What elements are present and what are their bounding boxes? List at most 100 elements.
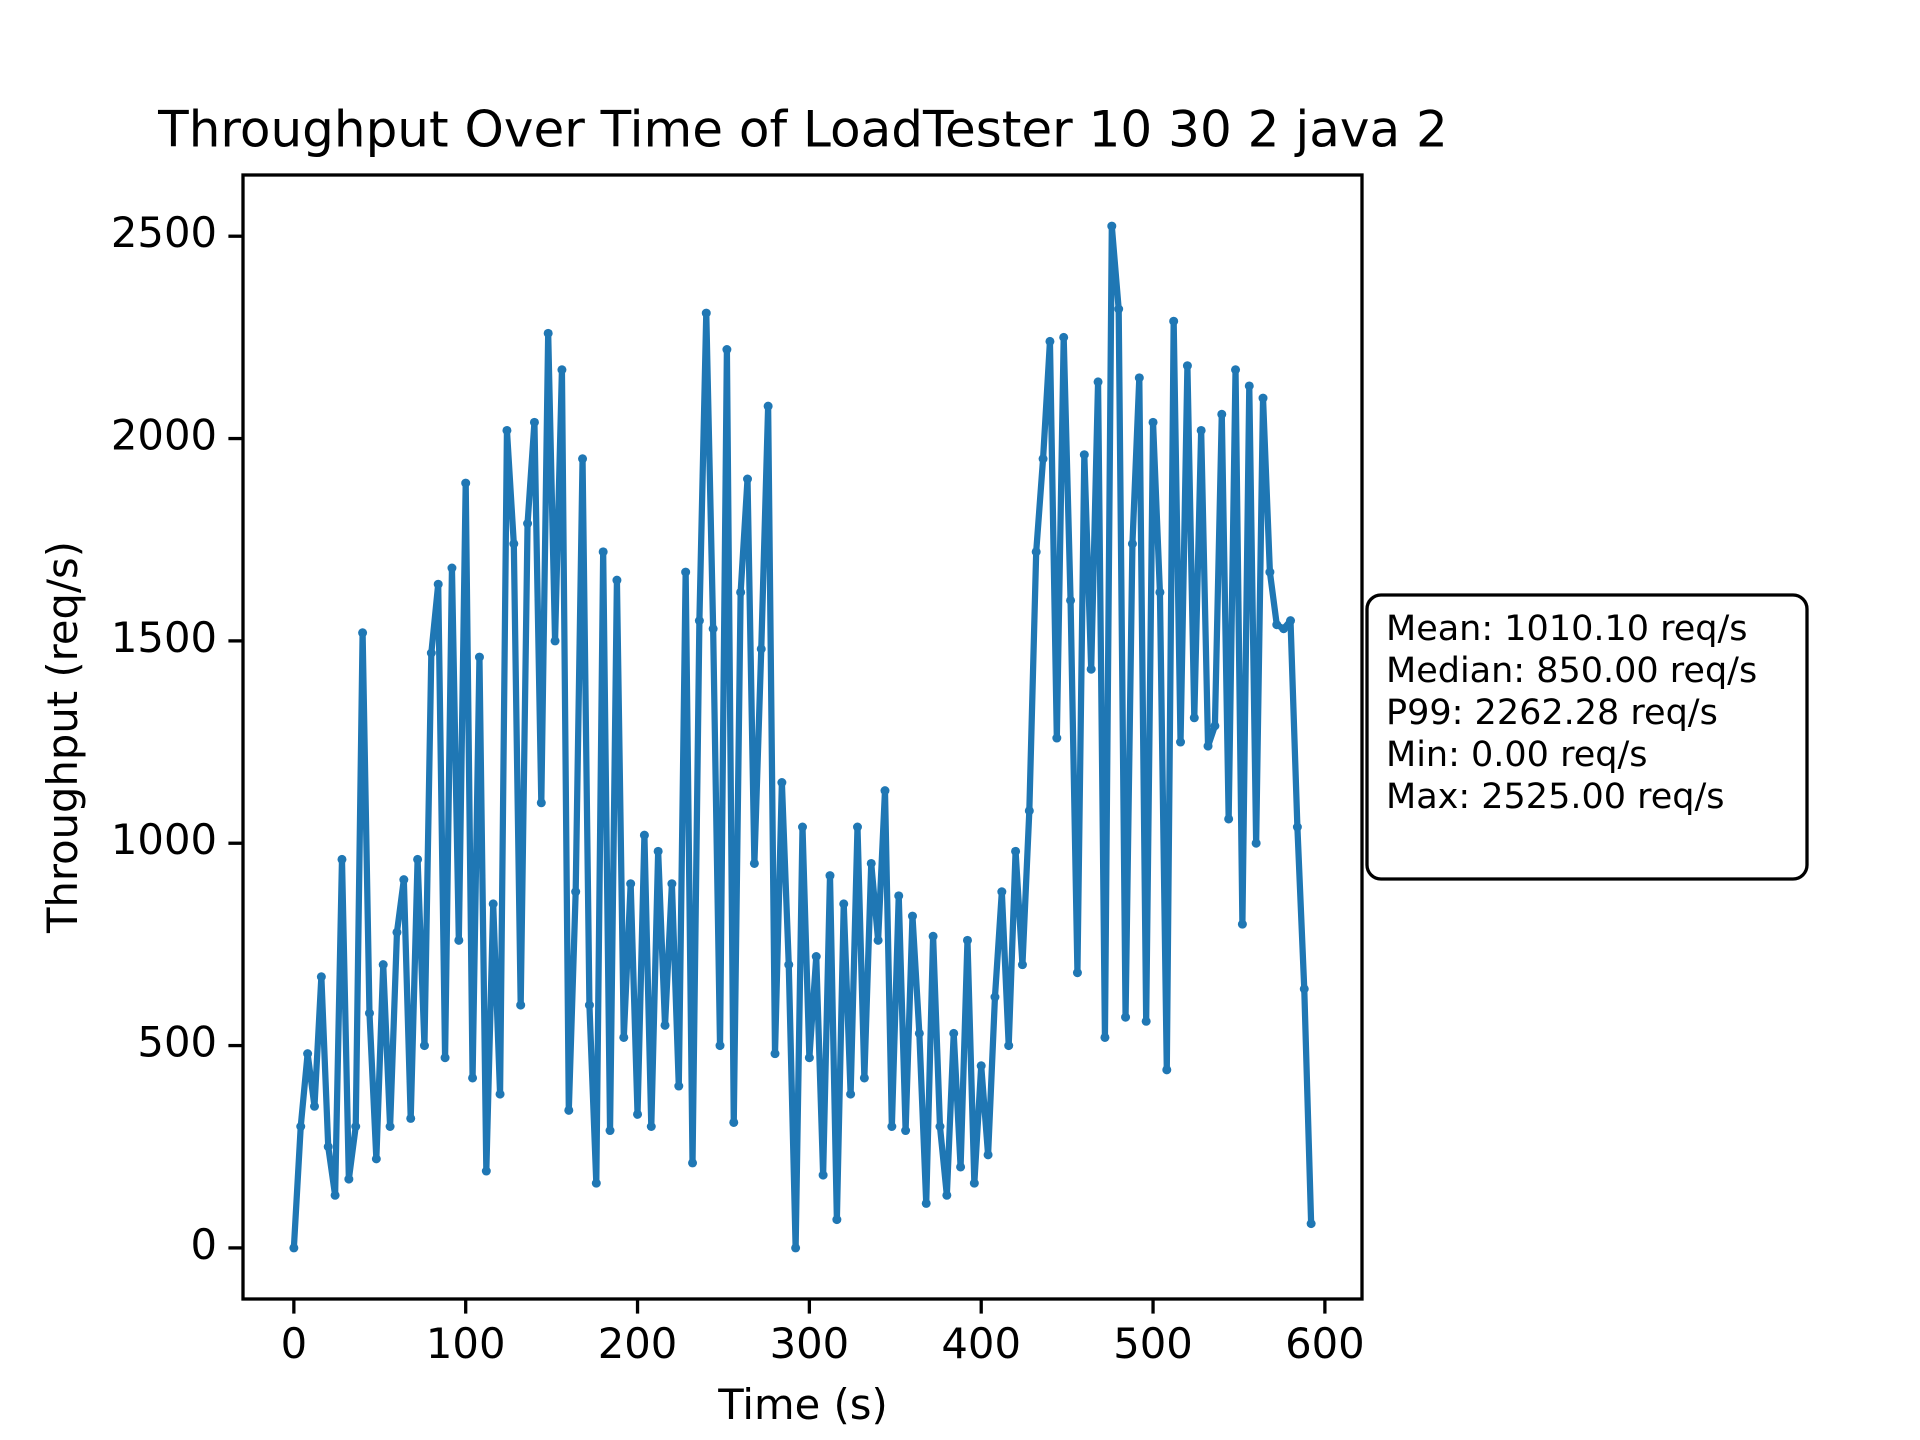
data-point [1066,595,1076,605]
data-point [564,1105,574,1115]
data-point [516,1000,526,1010]
data-point [956,1162,966,1172]
data-point [983,1150,993,1160]
data-point [866,858,876,868]
data-point [1292,822,1302,832]
data-point [330,1190,340,1200]
data-point [1217,409,1227,419]
chart-title: Throughput Over Time of LoadTester 10 30… [157,101,1448,159]
data-point [1107,221,1117,231]
data-point [571,887,581,897]
data-point [344,1174,354,1184]
data-point [316,972,326,982]
data-point [1011,846,1021,856]
x-tick-label: 100 [426,1319,506,1368]
data-point [1306,1219,1316,1229]
data-point [969,1178,979,1188]
data-point [1210,721,1220,731]
data-point [646,1122,656,1132]
data-point [1086,664,1096,674]
data-point [605,1126,615,1136]
data-point [715,1041,725,1051]
data-point [1169,316,1179,326]
data-point [1141,1016,1151,1026]
data-point [406,1113,416,1123]
data-point [846,1089,856,1099]
x-tick-label: 200 [598,1319,678,1368]
y-axis-label: Throughput (req/s) [38,541,87,934]
data-point [887,1122,897,1132]
data-point [626,879,636,889]
data-point [681,567,691,577]
data-point [378,960,388,970]
data-point [1251,838,1261,848]
data-point [303,1049,313,1059]
data-point [502,425,512,435]
data-point [811,952,821,962]
data-point [798,822,807,832]
stats-line: Max: 2525.00 req/s [1386,777,1725,817]
data-point [935,1122,945,1132]
data-point [694,616,704,626]
data-point [323,1142,333,1152]
data-point [351,1122,361,1132]
data-point [1059,332,1069,342]
y-tick-label: 1500 [111,613,217,662]
data-point [708,624,718,634]
data-point [777,778,787,788]
data-point [688,1158,698,1168]
data-point [784,960,794,970]
data-point [364,1008,374,1018]
data-point [1182,361,1192,371]
data-point [756,644,766,654]
data-point [1196,425,1206,435]
x-axis-label: Time (s) [717,1380,888,1429]
data-point [1299,984,1309,994]
data-point [1237,919,1247,929]
data-point [976,1061,986,1071]
data-point [578,454,588,464]
data-point [1162,1065,1172,1075]
data-point [509,539,519,549]
data-point [1189,713,1199,723]
data-point [289,1243,299,1253]
data-point [859,1073,869,1083]
data-point [1017,960,1027,970]
data-point [832,1215,842,1225]
data-point [743,474,753,484]
stats-line: Min: 0.00 req/s [1386,735,1647,775]
data-point [1100,1032,1110,1042]
data-point [619,1032,629,1042]
data-point [1272,620,1282,630]
data-point [962,935,972,945]
data-point [454,935,464,945]
data-point [997,887,1007,897]
data-point [1286,616,1296,626]
data-point [1031,547,1041,557]
data-point [474,652,484,662]
y-tick-label: 0 [190,1220,217,1269]
data-point [633,1109,643,1119]
data-point [729,1117,739,1127]
data-point [557,365,567,375]
data-point [907,911,917,921]
data-point [825,871,835,881]
data-point [1038,454,1048,464]
data-point [1114,304,1124,314]
data-point [419,1041,429,1051]
data-point [1155,587,1165,597]
data-point [426,648,436,658]
data-point [942,1190,952,1200]
data-point [921,1198,931,1208]
data-point [1134,373,1144,383]
data-point [749,858,759,868]
data-point [1148,417,1158,427]
data-point [598,547,608,557]
data-point [1224,814,1234,824]
data-point [543,328,553,338]
y-tick-label: 500 [137,1018,217,1067]
data-point [914,1028,924,1038]
data-point [736,587,746,597]
data-point [873,935,883,945]
